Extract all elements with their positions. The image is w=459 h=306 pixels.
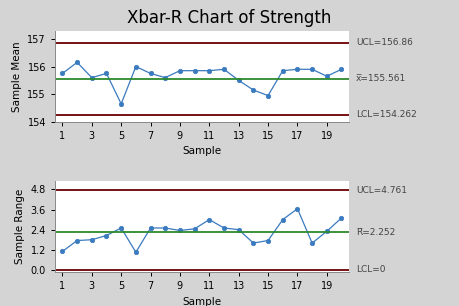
Text: R̅=2.252: R̅=2.252: [356, 228, 395, 237]
X-axis label: Sample: Sample: [182, 297, 222, 306]
Y-axis label: Sample Range: Sample Range: [15, 189, 25, 264]
Text: LCL=154.262: LCL=154.262: [356, 110, 416, 119]
Text: UCL=156.86: UCL=156.86: [356, 38, 413, 47]
X-axis label: Sample: Sample: [182, 146, 222, 156]
Y-axis label: Sample Mean: Sample Mean: [12, 41, 22, 111]
Text: UCL=4.761: UCL=4.761: [356, 186, 407, 195]
Text: Xbar-R Chart of Strength: Xbar-R Chart of Strength: [127, 9, 332, 27]
Text: LCL=0: LCL=0: [356, 265, 385, 274]
Text: x̅=155.561: x̅=155.561: [356, 74, 406, 83]
